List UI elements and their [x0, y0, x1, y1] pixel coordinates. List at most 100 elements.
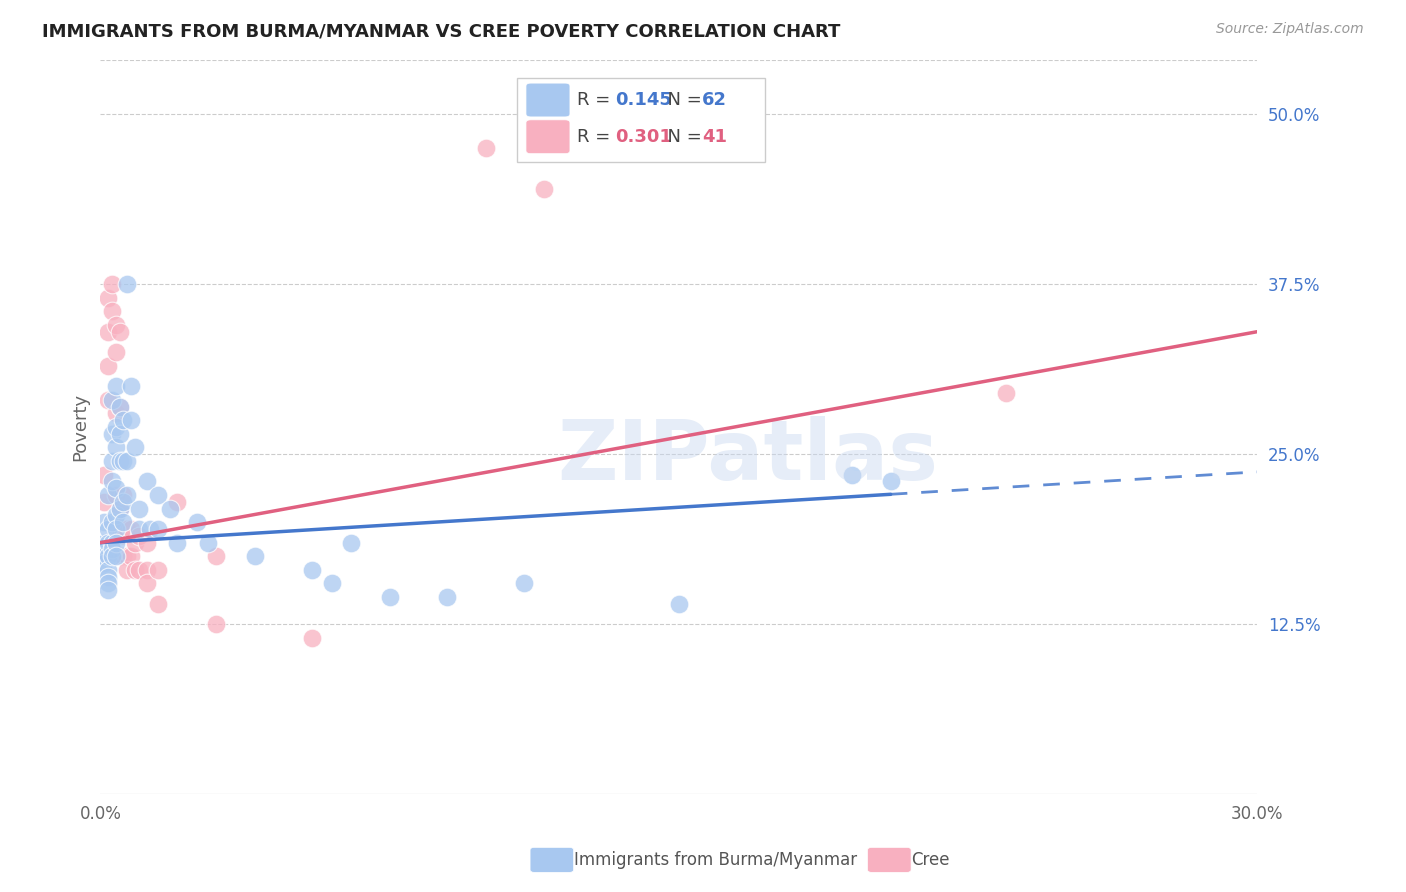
- Point: [93, 535, 115, 549]
- Point: [97, 392, 120, 407]
- Text: ZIPatlas: ZIPatlas: [558, 416, 939, 497]
- Y-axis label: Poverty: Poverty: [72, 392, 89, 461]
- Point: [117, 454, 139, 468]
- Point: [97, 576, 120, 591]
- Point: [533, 182, 555, 196]
- Point: [112, 488, 135, 502]
- Point: [513, 576, 536, 591]
- Point: [97, 359, 120, 373]
- Point: [135, 576, 157, 591]
- Point: [205, 549, 228, 564]
- Point: [104, 535, 127, 549]
- Point: [135, 475, 157, 489]
- Point: [97, 291, 120, 305]
- Point: [101, 392, 124, 407]
- Point: [128, 501, 150, 516]
- Point: [101, 515, 124, 529]
- Point: [112, 515, 135, 529]
- Text: Immigrants from Burma/Myanmar: Immigrants from Burma/Myanmar: [574, 851, 856, 869]
- Point: [148, 597, 170, 611]
- Point: [101, 304, 124, 318]
- Text: 0.145: 0.145: [614, 91, 672, 109]
- Point: [475, 141, 498, 155]
- Point: [166, 495, 188, 509]
- Point: [101, 475, 124, 489]
- Point: [120, 522, 142, 536]
- Point: [321, 576, 343, 591]
- Text: R =: R =: [576, 128, 616, 145]
- Point: [108, 549, 131, 564]
- Point: [120, 379, 142, 393]
- Point: [841, 467, 863, 482]
- Point: [139, 522, 162, 536]
- Point: [108, 426, 131, 441]
- Point: [117, 277, 139, 292]
- Point: [124, 441, 146, 455]
- Point: [117, 488, 139, 502]
- Point: [148, 488, 170, 502]
- Point: [93, 556, 115, 570]
- Point: [104, 522, 127, 536]
- Text: Source: ZipAtlas.com: Source: ZipAtlas.com: [1216, 22, 1364, 37]
- Point: [880, 475, 903, 489]
- Point: [112, 549, 135, 564]
- Point: [104, 441, 127, 455]
- Point: [124, 563, 146, 577]
- Point: [101, 549, 124, 564]
- Point: [120, 549, 142, 564]
- Point: [197, 535, 219, 549]
- Point: [101, 426, 124, 441]
- Point: [101, 542, 124, 557]
- Point: [97, 583, 120, 598]
- Point: [995, 386, 1018, 401]
- Point: [104, 345, 127, 359]
- Point: [124, 535, 146, 549]
- Point: [128, 522, 150, 536]
- Point: [104, 379, 127, 393]
- Point: [97, 522, 120, 536]
- FancyBboxPatch shape: [517, 78, 765, 162]
- Point: [93, 467, 115, 482]
- Point: [166, 535, 188, 549]
- Point: [108, 529, 131, 543]
- Point: [186, 515, 208, 529]
- Point: [301, 631, 323, 645]
- Point: [112, 454, 135, 468]
- Point: [104, 420, 127, 434]
- Point: [108, 501, 131, 516]
- Point: [117, 549, 139, 564]
- Point: [108, 454, 131, 468]
- Point: [97, 325, 120, 339]
- Text: N =: N =: [655, 128, 707, 145]
- Point: [93, 549, 115, 564]
- Point: [104, 318, 127, 332]
- Text: 62: 62: [702, 91, 727, 109]
- Point: [117, 563, 139, 577]
- Text: 41: 41: [702, 128, 727, 145]
- Point: [108, 325, 131, 339]
- Point: [148, 522, 170, 536]
- Point: [97, 563, 120, 577]
- Point: [97, 549, 120, 564]
- FancyBboxPatch shape: [526, 83, 569, 117]
- FancyBboxPatch shape: [526, 120, 569, 153]
- Point: [101, 454, 124, 468]
- Point: [108, 400, 131, 414]
- Point: [104, 406, 127, 420]
- Text: 0.301: 0.301: [614, 128, 672, 145]
- Point: [135, 563, 157, 577]
- Point: [340, 535, 363, 549]
- Point: [301, 563, 323, 577]
- Point: [93, 495, 115, 509]
- Point: [108, 400, 131, 414]
- Point: [159, 501, 181, 516]
- Point: [97, 488, 120, 502]
- Point: [93, 515, 115, 529]
- Point: [205, 617, 228, 632]
- Point: [104, 481, 127, 495]
- Text: R =: R =: [576, 91, 616, 109]
- Point: [148, 563, 170, 577]
- Point: [112, 522, 135, 536]
- Point: [243, 549, 266, 564]
- Text: Cree: Cree: [911, 851, 949, 869]
